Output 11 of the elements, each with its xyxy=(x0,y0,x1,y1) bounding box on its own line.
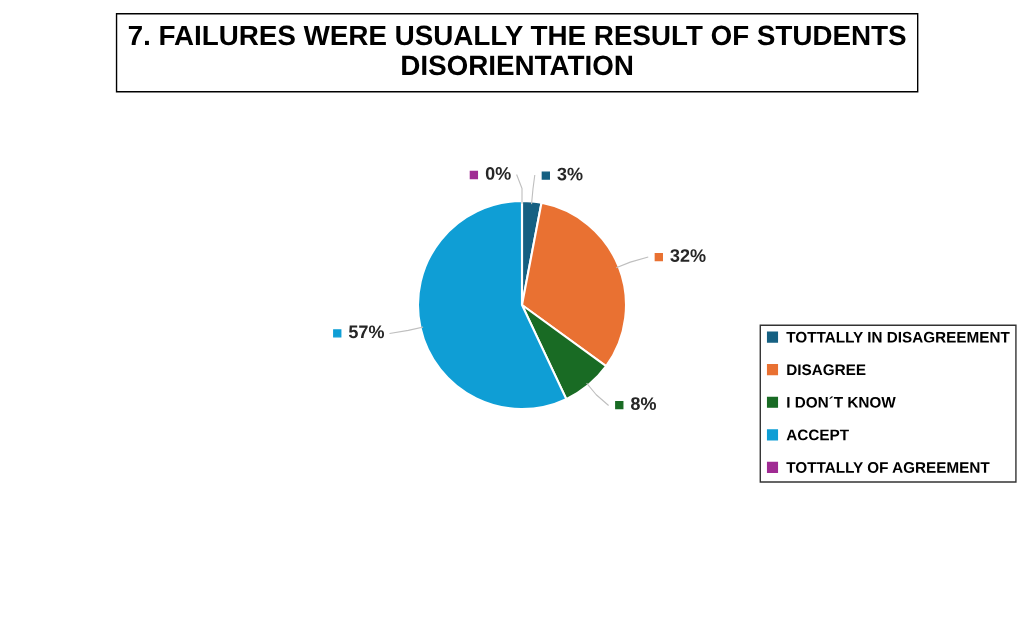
legend-label: ACCEPT xyxy=(786,429,849,441)
legend-label: TOTTALLY OF AGREEMENT xyxy=(786,462,990,473)
data-label: 57% xyxy=(348,325,385,339)
data-label: 3% xyxy=(557,167,583,181)
chart-title: 7. FAILURES WERE USUALLY THE RESULT OF STUDENTS DISORIENTATION xyxy=(128,25,906,76)
legend-label: I DON´T KNOW xyxy=(787,396,896,408)
legend-label: DISAGREE xyxy=(787,364,866,376)
data-label: 32% xyxy=(670,249,706,263)
legend-label: TOTTALLY IN DISAGREEMENT xyxy=(786,331,1010,343)
data-label: 8% xyxy=(630,397,657,411)
text: 0% xyxy=(485,167,511,180)
